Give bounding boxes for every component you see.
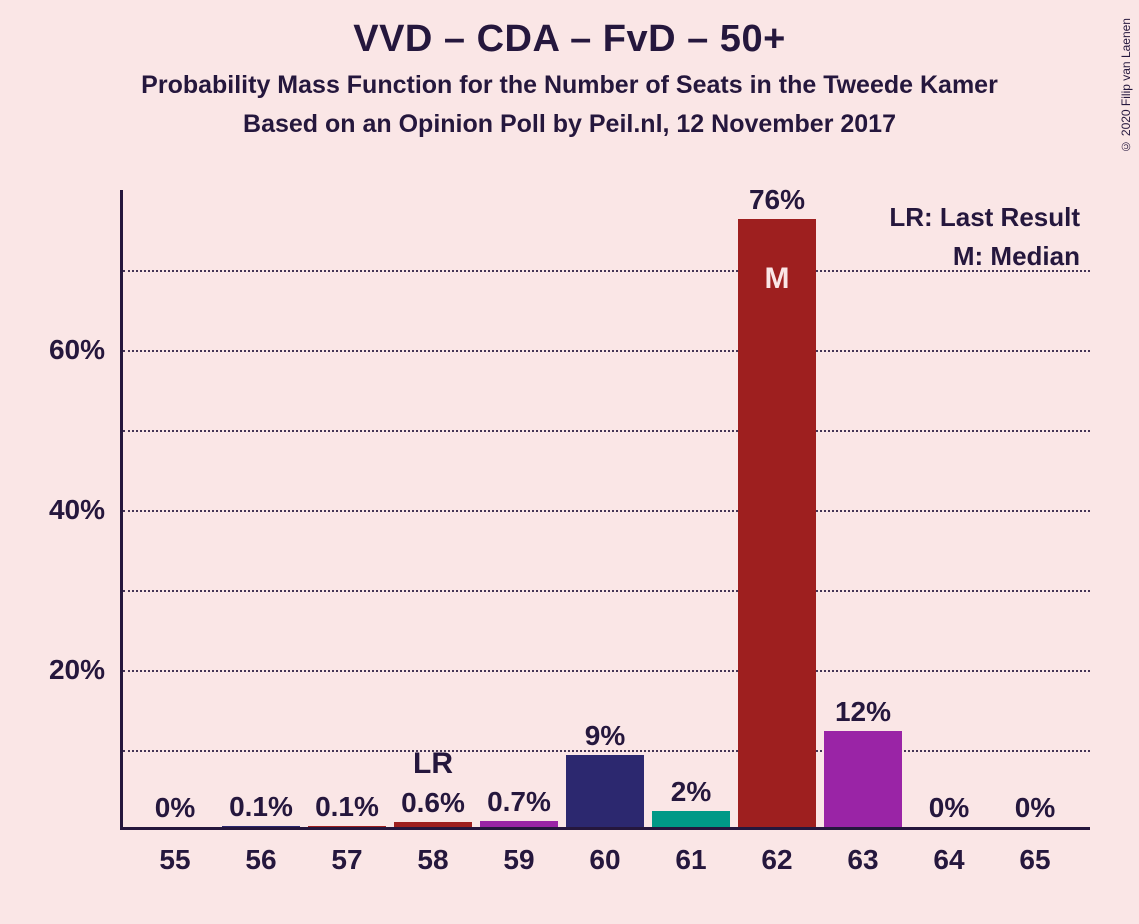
plot-area: LR: Last Result M: Median 20%40%60%55565… xyxy=(120,190,1090,830)
bar xyxy=(480,821,558,827)
x-axis-line xyxy=(120,827,1090,830)
last-result-marker: LR xyxy=(383,747,483,781)
bar xyxy=(738,219,816,827)
copyright-text: © 2020 Filip van Laenen xyxy=(1119,18,1133,153)
bar-value-label: 12% xyxy=(803,696,923,728)
bar xyxy=(652,811,730,827)
x-tick-label: 65 xyxy=(991,844,1079,876)
x-tick-label: 61 xyxy=(647,844,735,876)
bar xyxy=(308,826,386,827)
legend-lr: LR: Last Result xyxy=(889,198,1080,237)
legend: LR: Last Result M: Median xyxy=(889,198,1080,276)
grid-line xyxy=(123,670,1090,672)
x-tick-label: 57 xyxy=(303,844,391,876)
grid-line xyxy=(123,430,1090,432)
bar xyxy=(222,826,300,827)
grid-line xyxy=(123,350,1090,352)
chart-subtitle-2: Based on an Opinion Poll by Peil.nl, 12 … xyxy=(0,110,1139,139)
x-tick-label: 59 xyxy=(475,844,563,876)
y-tick-label: 40% xyxy=(15,494,105,526)
grid-line xyxy=(123,510,1090,512)
x-tick-label: 55 xyxy=(131,844,219,876)
bar-value-label: 76% xyxy=(717,184,837,216)
y-tick-label: 60% xyxy=(15,334,105,366)
x-tick-label: 64 xyxy=(905,844,993,876)
bar xyxy=(394,822,472,827)
bar-value-label: 0.7% xyxy=(459,786,579,818)
chart-subtitle-1: Probability Mass Function for the Number… xyxy=(0,71,1139,100)
bar-value-label: 9% xyxy=(545,720,665,752)
grid-line xyxy=(123,590,1090,592)
chart-title: VVD – CDA – FvD – 50+ xyxy=(0,18,1139,61)
x-tick-label: 62 xyxy=(733,844,821,876)
x-tick-label: 60 xyxy=(561,844,649,876)
bar-value-label: 2% xyxy=(631,776,751,808)
grid-line xyxy=(123,270,1090,272)
title-block: VVD – CDA – FvD – 50+ Probability Mass F… xyxy=(0,0,1139,139)
x-tick-label: 56 xyxy=(217,844,305,876)
bar-value-label: 0% xyxy=(975,792,1095,824)
y-tick-label: 20% xyxy=(15,654,105,686)
x-tick-label: 58 xyxy=(389,844,477,876)
median-marker: M xyxy=(727,262,827,296)
x-tick-label: 63 xyxy=(819,844,907,876)
